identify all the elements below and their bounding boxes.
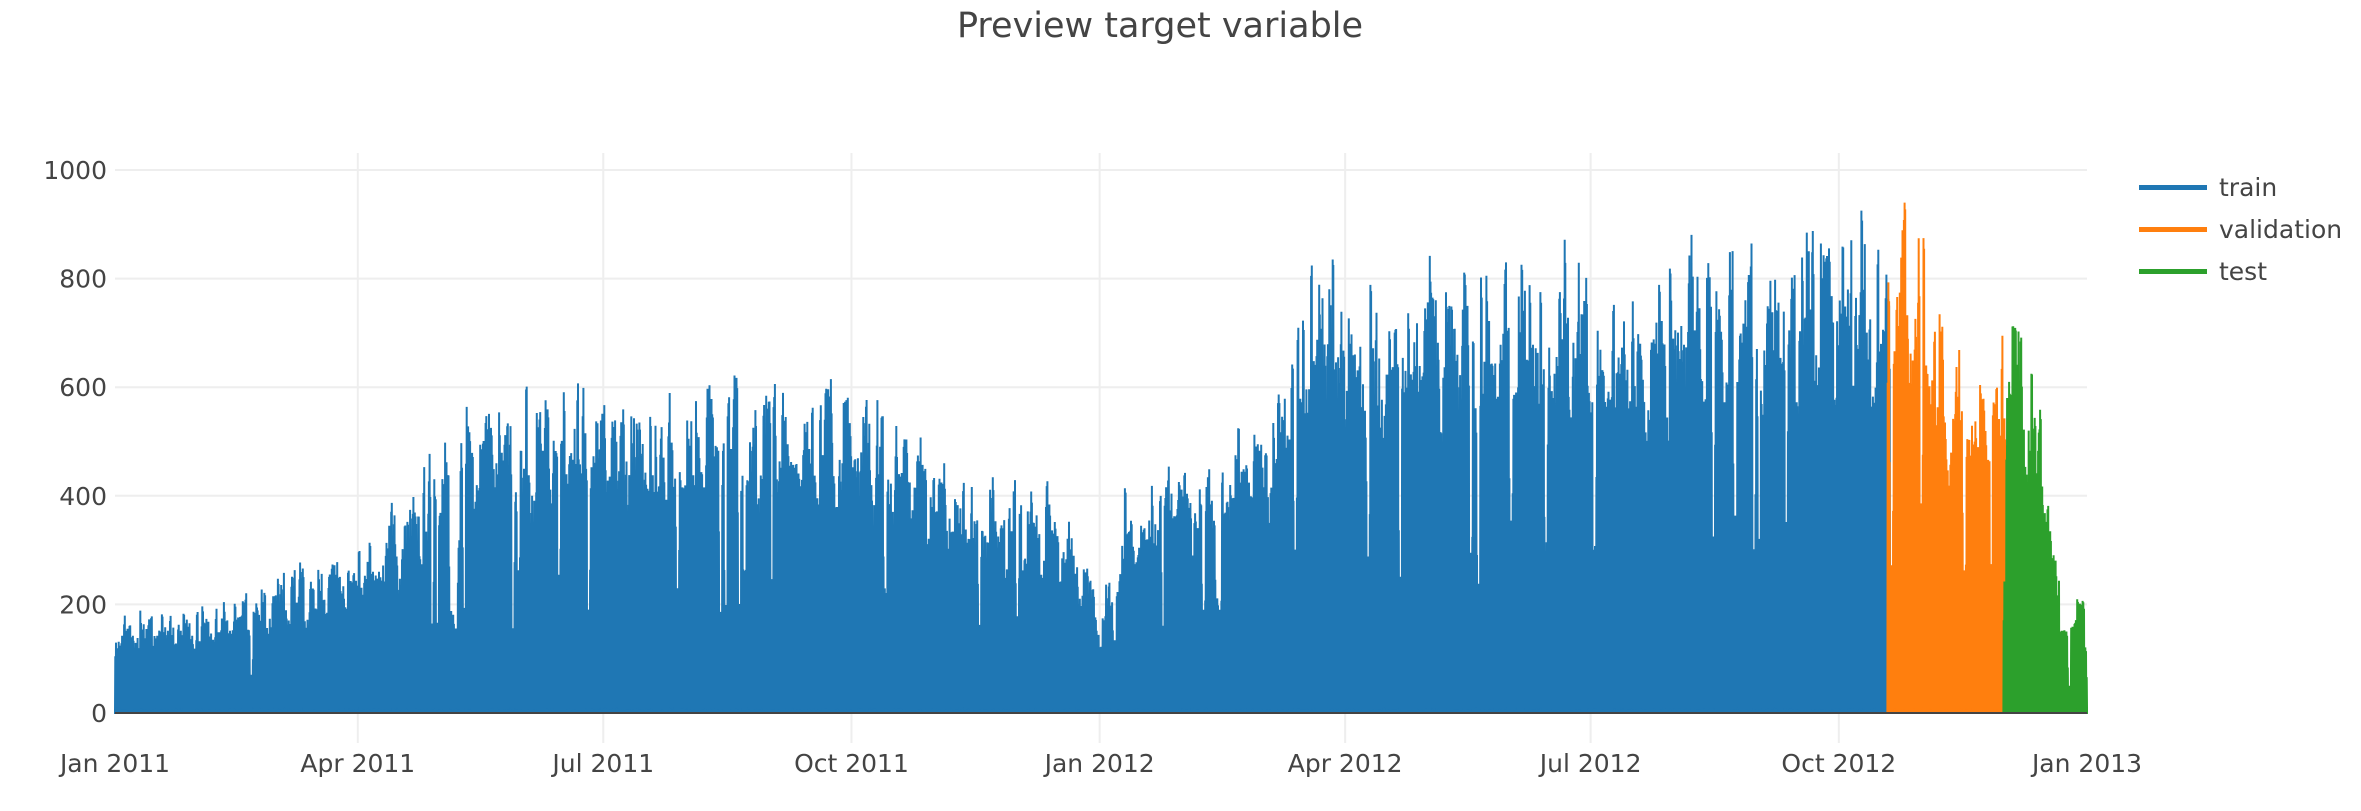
series-train[interactable] <box>113 210 1892 714</box>
legend-label-validation: validation <box>2219 214 2343 244</box>
x-tick-label: Apr 2012 <box>1288 749 1403 778</box>
y-tick-label: 600 <box>59 373 107 402</box>
y-tick-label: 200 <box>59 590 107 619</box>
x-tick-label: Jan 2013 <box>2030 749 2142 778</box>
legend-item-train[interactable]: train <box>2130 166 2342 208</box>
series-test[interactable] <box>2002 326 2088 714</box>
series-validation[interactable] <box>1886 202 2008 714</box>
legend-item-validation[interactable]: validation <box>2130 208 2342 250</box>
x-tick-label: Apr 2011 <box>300 749 415 778</box>
series-traces <box>113 202 2088 714</box>
y-tick-label: 400 <box>59 482 107 511</box>
x-tick-label: Oct 2011 <box>794 749 909 778</box>
y-tick-label: 800 <box>59 265 107 294</box>
x-tick-label: Oct 2012 <box>1781 749 1896 778</box>
y-axis-ticks: 0 200 400 600 800 1000 <box>43 156 107 728</box>
x-tick-label: Jan 2012 <box>1043 749 1155 778</box>
legend-swatch-train <box>2139 184 2207 190</box>
legend-swatch-validation <box>2139 226 2207 232</box>
legend-label-test: test <box>2219 256 2268 286</box>
y-tick-label: 0 <box>91 699 107 728</box>
x-tick-label: Jan 2011 <box>58 749 170 778</box>
legend: train validation test <box>2130 166 2342 292</box>
legend-swatch-test <box>2139 268 2207 274</box>
legend-item-test[interactable]: test <box>2130 250 2342 292</box>
x-axis-ticks: Jan 2011 Apr 2011 Jul 2011 Oct 2011 Jan 2012… <box>58 749 2142 778</box>
x-tick-label: Jul 2011 <box>550 749 654 778</box>
x-tick-label: Jul 2012 <box>1538 749 1642 778</box>
y-tick-label: 1000 <box>43 156 107 185</box>
legend-label-train: train <box>2219 172 2278 202</box>
chart-title: Preview target variable <box>956 6 1364 46</box>
